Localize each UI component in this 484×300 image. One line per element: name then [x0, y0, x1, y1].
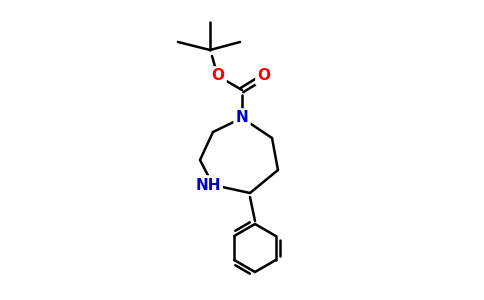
Text: N: N	[236, 110, 248, 125]
Text: O: O	[212, 68, 225, 83]
Text: O: O	[257, 68, 271, 83]
Text: NH: NH	[195, 178, 221, 193]
